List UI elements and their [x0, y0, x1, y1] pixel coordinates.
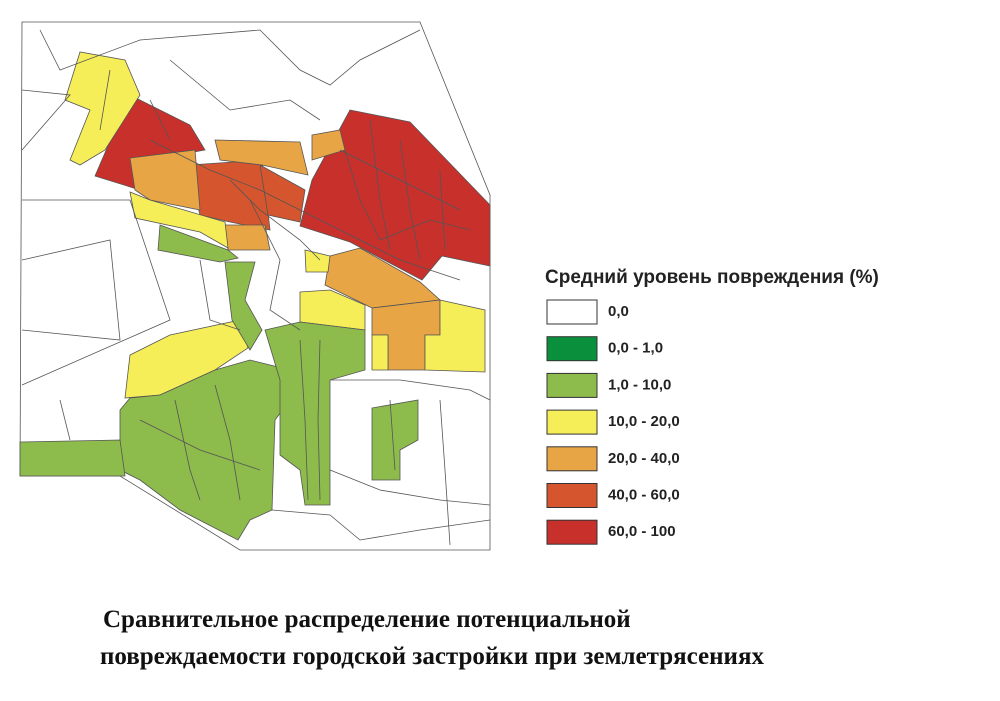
- district: [129, 191, 229, 249]
- street: [249, 199, 301, 331]
- legend-label: 1,0 - 10,0: [608, 376, 671, 393]
- legend-swatch: [546, 409, 598, 435]
- legend-label: 0,0: [608, 303, 629, 320]
- map: [19, 21, 491, 551]
- legend: 0,0 0,0 - 1,0 1,0 - 10,0 10,0 - 20,0 20,0 - …: [546, 299, 680, 545]
- district: [214, 139, 309, 176]
- street: [229, 179, 321, 261]
- street: [99, 69, 111, 131]
- street: [329, 469, 491, 506]
- street: [149, 99, 171, 141]
- street: [169, 59, 321, 121]
- street: [21, 89, 71, 151]
- legend-title: Средний уровень повреждения (%): [545, 267, 879, 288]
- legend-swatch: [546, 299, 598, 325]
- legend-swatch: [546, 446, 598, 472]
- district: [299, 109, 491, 281]
- district: [264, 321, 366, 506]
- legend-label: 20,0 - 40,0: [608, 450, 680, 467]
- street: [199, 259, 241, 331]
- legend-label: 10,0 - 20,0: [608, 413, 680, 430]
- street: [369, 119, 391, 251]
- district: [157, 224, 239, 263]
- district: [224, 224, 271, 251]
- district: [124, 319, 249, 399]
- street: [389, 399, 396, 471]
- district: [299, 289, 366, 331]
- legend-label: 60,0 - 100: [608, 523, 676, 540]
- district: [19, 439, 126, 477]
- street: [174, 399, 201, 501]
- district: [129, 149, 201, 211]
- district: [424, 299, 486, 373]
- street: [271, 509, 491, 541]
- district: [224, 261, 263, 351]
- district: [371, 399, 419, 481]
- street: [339, 149, 461, 211]
- legend-swatch: [546, 336, 598, 362]
- street: [139, 419, 261, 471]
- street: [330, 379, 491, 401]
- street: [399, 139, 421, 261]
- legend-label: 0,0 - 1,0: [608, 340, 663, 357]
- street: [149, 139, 461, 281]
- district: [259, 164, 306, 223]
- street: [299, 339, 309, 501]
- street: [39, 29, 421, 86]
- street: [59, 399, 71, 441]
- district: [304, 249, 331, 273]
- legend-swatch: [546, 483, 598, 508]
- street: [439, 399, 451, 546]
- district: [64, 51, 141, 166]
- caption-line: повреждаемости городской застройки при з…: [100, 643, 764, 670]
- street: [21, 199, 171, 386]
- legend-swatch: [546, 519, 598, 545]
- street: [317, 339, 321, 501]
- legend-label: 40,0 - 60,0: [608, 486, 680, 503]
- street: [214, 384, 241, 501]
- district: [371, 334, 389, 371]
- street: [439, 169, 446, 251]
- street: [21, 239, 121, 341]
- legend-swatch: [546, 372, 598, 398]
- caption-line: Сравнительное распределение потенциально…: [103, 606, 631, 633]
